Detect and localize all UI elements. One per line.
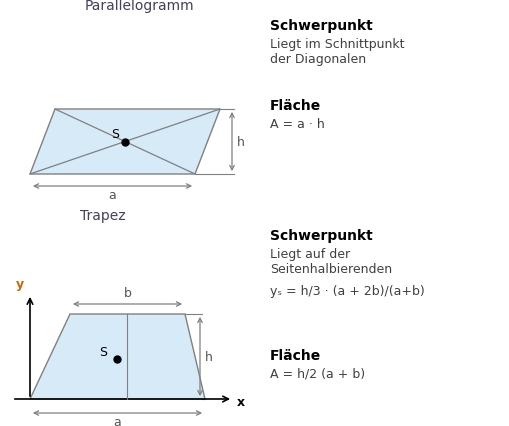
Text: Trapez: Trapez <box>80 208 125 222</box>
Text: b: b <box>123 286 131 299</box>
Text: y: y <box>16 277 24 290</box>
Text: a: a <box>114 415 121 426</box>
Text: x: x <box>237 395 245 408</box>
Text: der Diagonalen: der Diagonalen <box>269 53 365 66</box>
Text: a: a <box>108 189 116 201</box>
Polygon shape <box>30 314 205 399</box>
Polygon shape <box>30 110 219 175</box>
Text: Seitenhalbierenden: Seitenhalbierenden <box>269 262 391 275</box>
Text: h: h <box>237 136 244 149</box>
Text: yₛ = h/3 · (a + 2b)/(a+b): yₛ = h/3 · (a + 2b)/(a+b) <box>269 284 424 297</box>
Text: Fläche: Fläche <box>269 348 321 362</box>
Text: Schwerpunkt: Schwerpunkt <box>269 19 372 33</box>
Text: Fläche: Fläche <box>269 99 321 113</box>
Text: A = a · h: A = a · h <box>269 118 324 131</box>
Text: S: S <box>111 128 119 141</box>
Text: h: h <box>205 350 212 363</box>
Text: Schwerpunkt: Schwerpunkt <box>269 228 372 242</box>
Text: Liegt im Schnittpunkt: Liegt im Schnittpunkt <box>269 38 404 51</box>
Text: Parallelogramm: Parallelogramm <box>85 0 194 13</box>
Text: A = h/2 (a + b): A = h/2 (a + b) <box>269 367 364 380</box>
Text: Liegt auf der: Liegt auf der <box>269 248 350 260</box>
Text: S: S <box>99 345 107 359</box>
